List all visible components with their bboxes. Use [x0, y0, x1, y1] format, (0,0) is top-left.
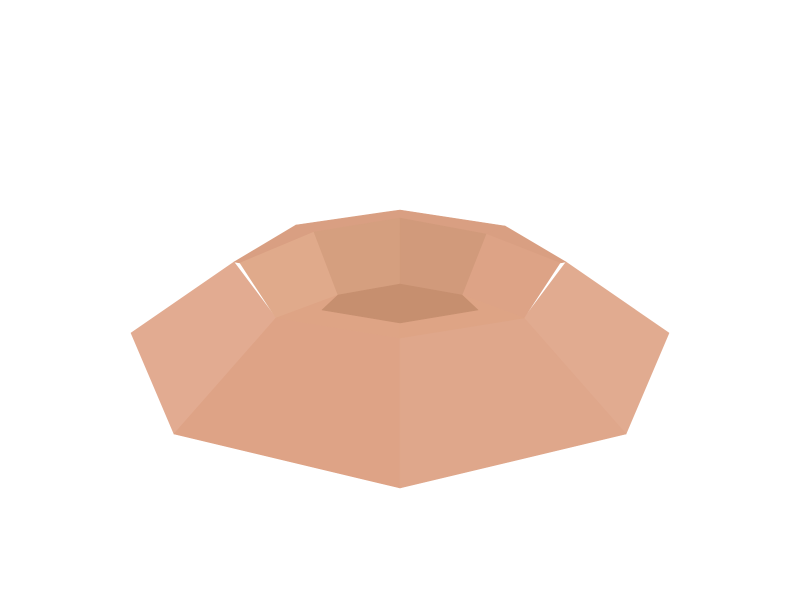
bowl	[130, 209, 670, 489]
bowl-floor	[321, 283, 479, 324]
